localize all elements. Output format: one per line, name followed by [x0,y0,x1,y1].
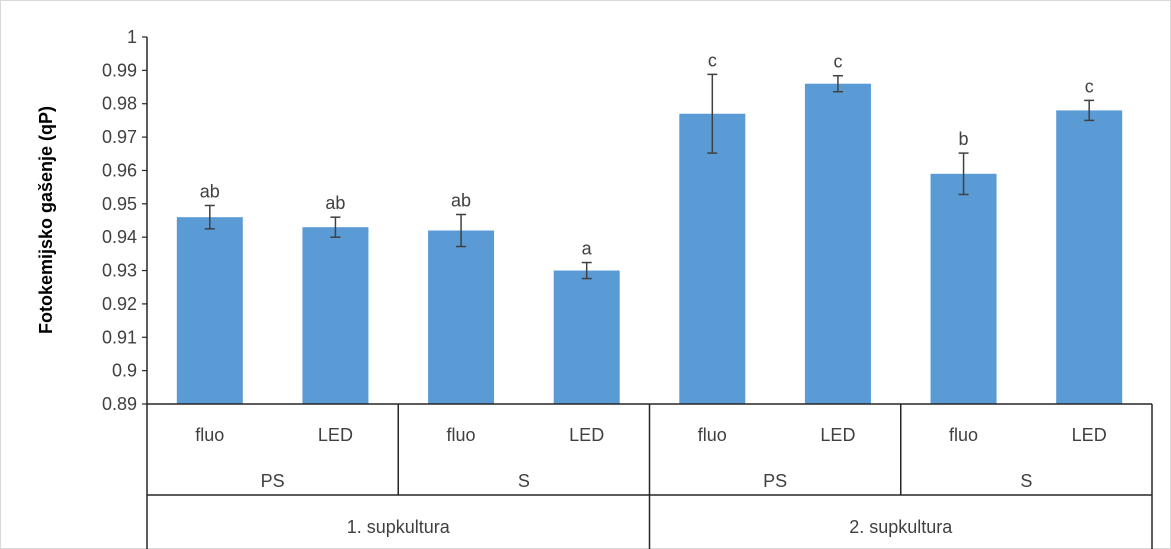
x-category-label: fluo [195,425,224,445]
y-tick-label: 0.99 [102,60,137,80]
bar [930,173,997,404]
data-label: c [708,50,717,70]
bar [1056,110,1123,405]
y-tick-label: 0.9 [112,361,137,381]
y-tick-label: 0.91 [102,327,137,347]
data-label: b [959,129,969,149]
y-tick-label: 0.94 [102,227,137,247]
y-tick-label: 0.92 [102,294,137,314]
x-category-label: fluo [698,425,727,445]
data-label: ab [325,193,345,213]
bar [428,230,495,404]
y-tick-label: 0.89 [102,394,137,414]
bar [302,227,369,404]
data-label: c [833,52,842,72]
bar [553,270,620,404]
data-label: a [582,239,593,259]
x-group-label: PS [261,471,285,491]
y-axis-title: Fotokemijsko gašenje (qP) [36,106,56,334]
bar [176,217,243,404]
bar [804,83,871,404]
x-group-label: PS [763,471,787,491]
x-supergroup-label: 2. supkultura [849,517,953,537]
y-tick-label: 0.98 [102,94,137,114]
x-group-label: S [518,471,530,491]
y-tick-label: 0.97 [102,127,137,147]
y-tick-label: 0.96 [102,160,137,180]
x-category-label: LED [820,425,855,445]
x-category-label: fluo [447,425,476,445]
x-category-label: LED [1072,425,1107,445]
data-label: c [1085,76,1094,96]
x-category-label: fluo [949,425,978,445]
data-label: ab [200,181,220,201]
y-tick-label: 0.93 [102,261,137,281]
y-tick-label: 1 [127,27,137,47]
data-label: ab [451,190,471,210]
y-tick-label: 0.95 [102,194,137,214]
bar [679,113,746,405]
x-group-label: S [1020,471,1032,491]
x-category-label: LED [569,425,604,445]
x-supergroup-label: 1. supkultura [347,517,451,537]
x-category-label: LED [318,425,353,445]
